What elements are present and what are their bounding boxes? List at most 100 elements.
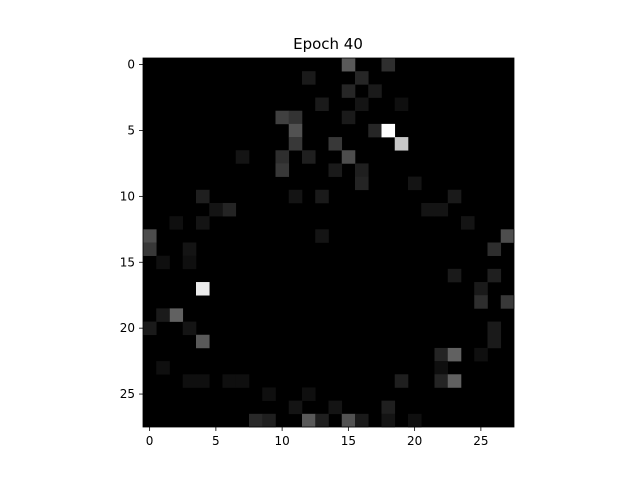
y-axis: 0 5 10 15 20 25	[120, 58, 143, 401]
heatmap-cell	[368, 84, 382, 98]
heatmap-cell	[434, 347, 449, 362]
heatmap-cell	[355, 176, 369, 191]
heatmap-cell	[447, 374, 462, 388]
heatmap-cell	[341, 110, 356, 125]
heatmap-cell	[500, 295, 515, 309]
heatmap-cell	[328, 137, 343, 151]
heatmap-cell	[487, 321, 502, 336]
heatmap-cell	[447, 268, 462, 283]
heatmap-cell	[487, 268, 502, 283]
heatmap-cell	[222, 202, 237, 217]
heatmap-cell	[235, 150, 250, 164]
heatmap-cell	[169, 216, 184, 230]
heatmap-cell	[355, 97, 369, 112]
y-tick-label: 0	[127, 58, 135, 72]
heatmap-cell	[262, 387, 276, 401]
heatmap-cell	[368, 123, 382, 138]
heatmap-cell	[474, 347, 488, 362]
heatmap-cell	[315, 413, 329, 428]
chart-title: Epoch 40	[293, 35, 363, 53]
heatmap-cell	[341, 150, 356, 164]
heatmap-cell	[328, 400, 343, 415]
heatmap-cell	[156, 308, 170, 322]
heatmap-cell	[447, 189, 462, 204]
heatmap-cell	[394, 374, 409, 388]
heatmap-cell	[182, 374, 197, 388]
heatmap-cell	[315, 229, 329, 243]
heatmap-cell	[156, 361, 170, 375]
heatmap-cell	[341, 84, 356, 98]
axes-border	[142, 57, 515, 428]
heatmap-cell	[235, 374, 250, 388]
heatmap-cell	[500, 229, 515, 243]
y-tick-label: 5	[127, 123, 135, 137]
heatmap-cell	[288, 110, 303, 125]
heatmap-cell	[381, 400, 396, 415]
heatmap-cell	[288, 123, 303, 138]
heatmap-cell	[288, 189, 303, 204]
heatmap-cell	[447, 347, 462, 362]
heatmap-cell	[275, 150, 290, 164]
axes-frame	[142, 57, 515, 428]
heatmap-cell	[434, 374, 449, 388]
heatmap-cell	[196, 189, 210, 204]
x-tick-label: 10	[274, 434, 289, 448]
x-axis: 0 5 10 15 20 25	[146, 427, 489, 448]
heatmap-cell	[275, 110, 290, 125]
x-tick-label: 5	[212, 434, 220, 448]
heatmap-cell	[394, 137, 409, 151]
heatmap-cell	[341, 58, 356, 72]
x-tick-label: 25	[473, 434, 488, 448]
y-tick-label: 20	[120, 321, 135, 335]
heatmap-cell	[156, 255, 170, 270]
heatmap-cell	[275, 163, 290, 177]
heatmap-cell	[434, 202, 449, 217]
heatmap-cell	[381, 58, 396, 72]
y-tick-label: 10	[120, 189, 135, 203]
heatmap-cell	[196, 216, 210, 230]
heatmap-cell	[381, 123, 396, 138]
heatmap-cell	[196, 334, 210, 349]
heatmap-cell	[474, 295, 488, 309]
heatmap-cell	[169, 308, 184, 322]
heatmap-cell	[315, 97, 329, 112]
heatmap-cell	[302, 387, 316, 401]
heatmap-cell	[196, 282, 210, 296]
heatmap-cell	[182, 242, 197, 256]
heatmap-cell	[222, 374, 237, 388]
heatmap-cell	[474, 282, 488, 296]
heatmap-cell	[408, 176, 422, 191]
heatmap-cell	[143, 242, 157, 256]
heatmap-cell	[182, 321, 197, 336]
heatmap-cell	[302, 71, 316, 85]
y-tick-label: 15	[120, 255, 135, 269]
heatmap-cell	[394, 97, 409, 112]
heatmap-cell	[288, 400, 303, 415]
heatmap-cell	[461, 216, 475, 230]
x-tick-label: 20	[407, 434, 422, 448]
heatmap-cell	[355, 413, 369, 428]
x-tick-label: 0	[146, 434, 154, 448]
heatmap-cell	[182, 255, 197, 270]
x-tick-label: 15	[341, 434, 356, 448]
heatmap-cell	[341, 413, 356, 428]
heatmap-cell	[328, 163, 343, 177]
heatmap-cell	[408, 413, 422, 428]
heatmap-cell	[434, 361, 449, 375]
heatmap-cell	[355, 163, 369, 177]
heatmap-cell	[302, 413, 316, 428]
heatmap-cell	[355, 71, 369, 85]
heatmap-cell	[143, 229, 157, 243]
heatmap-cell	[381, 413, 396, 428]
heatmap-cell	[209, 202, 223, 217]
heatmap-cell	[249, 413, 263, 428]
heatmap-cells	[143, 58, 515, 428]
heatmap-cell	[288, 137, 303, 151]
heatmap-cell	[302, 150, 316, 164]
y-tick-label: 25	[120, 387, 135, 401]
heatmap-cell	[487, 242, 502, 256]
heatmap-cell	[196, 374, 210, 388]
heatmap-cell	[421, 202, 435, 217]
